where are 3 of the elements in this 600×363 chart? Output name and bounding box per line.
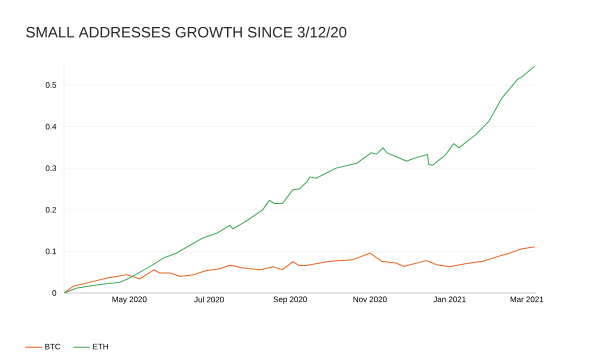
line-series	[64, 246, 536, 293]
line-series	[64, 66, 536, 293]
chart-title: SMALL ADDRESSES GROWTH SINCE 3/12/20	[26, 26, 346, 38]
